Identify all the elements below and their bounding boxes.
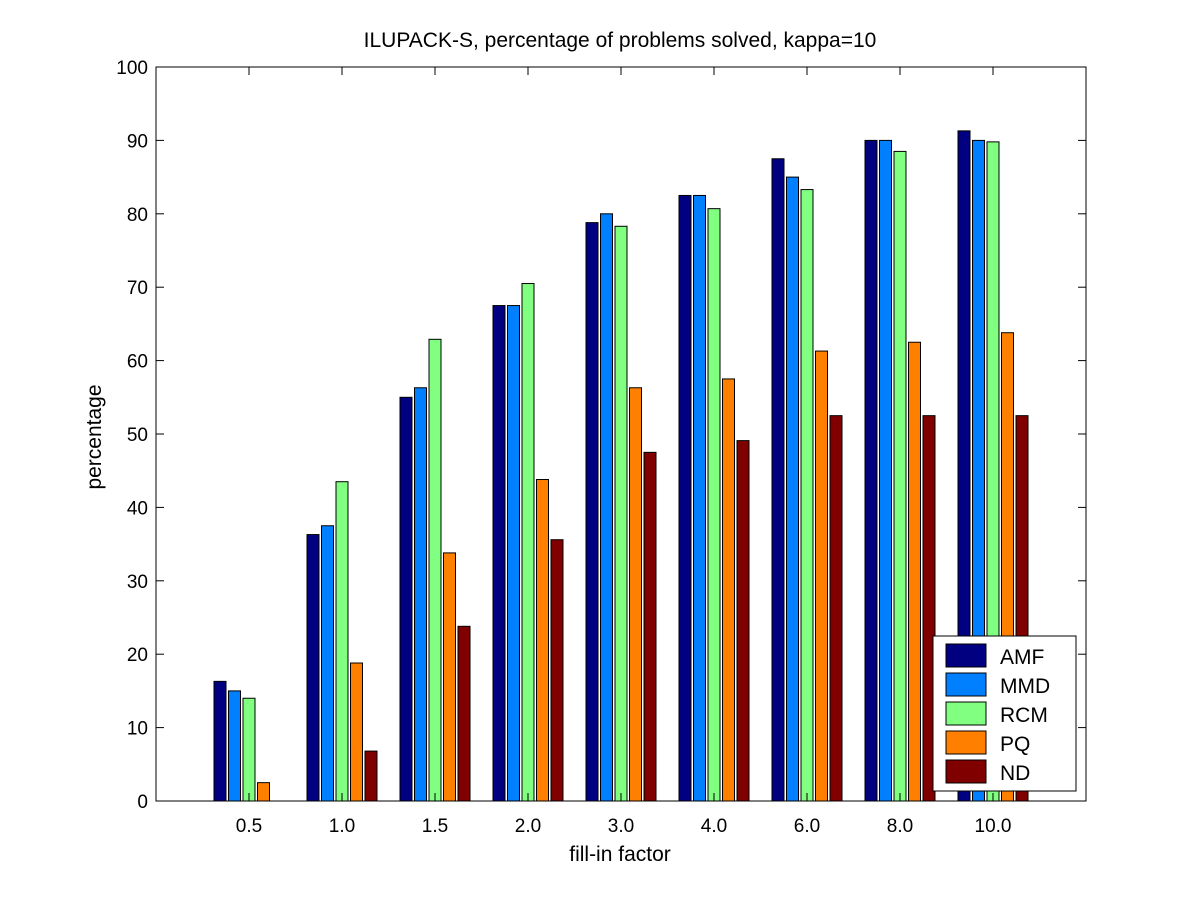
legend-swatch-amf <box>945 643 987 668</box>
bar-rcm-6.0 <box>800 189 814 802</box>
bar-rcm-1.0 <box>335 481 349 802</box>
bar-mmd-1.0 <box>321 525 334 802</box>
x-tick-label: 0.5 <box>236 816 262 837</box>
bar-mmd-1.5 <box>414 387 427 802</box>
y-tick-label: 100 <box>116 58 148 79</box>
bar-pq-1.5 <box>443 552 456 802</box>
bar-amf-1.0 <box>306 534 320 802</box>
x-tick-label: 4.0 <box>701 816 727 837</box>
y-axis-label: percentage <box>83 384 106 489</box>
bar-rcm-3.0 <box>614 225 628 802</box>
bar-pq-6.0 <box>815 350 828 802</box>
y-tick-label: 80 <box>127 205 148 226</box>
bar-mmd-6.0 <box>786 176 799 802</box>
x-tick-label: 1.5 <box>422 816 448 837</box>
legend-swatch-nd <box>945 759 987 784</box>
bar-mmd-0.5 <box>228 690 241 802</box>
y-tick-label: 20 <box>127 645 148 666</box>
bar-nd-4.0 <box>736 440 750 802</box>
bar-amf-8.0 <box>864 139 878 802</box>
bar-pq-0.5 <box>257 782 270 802</box>
axes-layer: 0 10 20 30 40 50 60 70 80 90 100 0.5 1.0 1.5 2.0 3.0 4.0… <box>116 58 1087 837</box>
bar-amf-4.0 <box>678 194 692 802</box>
bar-rcm-8.0 <box>893 150 907 802</box>
legend: AMF MMD RCM PQ ND <box>932 635 1077 792</box>
bar-rcm-0.5 <box>242 697 256 802</box>
bar-mmd-2.0 <box>507 305 520 802</box>
x-tick-label: 8.0 <box>887 816 913 837</box>
y-tick-label: 40 <box>127 498 148 519</box>
y-tick-label: 70 <box>127 278 148 299</box>
bar-pq-2.0 <box>536 479 549 802</box>
bar-amf-2.0 <box>492 305 506 802</box>
bar-nd-1.5 <box>457 625 471 802</box>
bar-amf-0.5 <box>213 680 227 802</box>
bar-amf-6.0 <box>771 158 785 802</box>
y-tick-label: 50 <box>127 425 148 446</box>
bar-nd-1.0 <box>364 750 378 802</box>
bar-pq-8.0 <box>908 341 921 802</box>
y-tick-label: 30 <box>127 572 148 593</box>
y-tick-label: 60 <box>127 352 148 373</box>
x-tick-label: 3.0 <box>608 816 634 837</box>
y-tick-label: 10 <box>127 719 148 740</box>
bar-pq-4.0 <box>722 378 735 802</box>
y-tick-label: 90 <box>127 131 148 152</box>
legend-swatch-rcm <box>945 701 987 726</box>
bar-nd-6.0 <box>829 415 843 802</box>
bar-nd-3.0 <box>643 451 657 802</box>
bar-mmd-8.0 <box>879 139 892 802</box>
bar-rcm-4.0 <box>707 208 721 802</box>
chart-title: ILUPACK-S, percentage of problems solved… <box>364 29 877 52</box>
x-tick-label: 6.0 <box>794 816 820 837</box>
legend-label-amf: AMF <box>1000 646 1044 669</box>
x-tick-label: 10.0 <box>975 816 1012 837</box>
bar-amf-3.0 <box>585 222 599 802</box>
bar-pq-3.0 <box>629 387 642 802</box>
legend-swatch-mmd <box>945 672 987 697</box>
bar-mmd-4.0 <box>693 194 706 802</box>
x-tick-label: 2.0 <box>515 816 541 837</box>
bar-pq-1.0 <box>350 662 363 802</box>
y-tick-label: 0 <box>137 792 148 813</box>
bar-rcm-2.0 <box>521 283 535 802</box>
bar-amf-1.5 <box>399 396 413 802</box>
x-axis-label: fill-in factor <box>569 843 671 866</box>
legend-label-nd: ND <box>1000 762 1030 785</box>
bar-nd-2.0 <box>550 539 564 802</box>
bar-rcm-1.5 <box>428 338 442 802</box>
bar-mmd-3.0 <box>600 213 613 802</box>
legend-label-rcm: RCM <box>1000 704 1048 727</box>
x-tick-label: 1.0 <box>329 816 355 837</box>
legend-label-mmd: MMD <box>1000 675 1050 698</box>
legend-swatch-pq <box>945 730 987 755</box>
legend-label-pq: PQ <box>1000 733 1030 756</box>
